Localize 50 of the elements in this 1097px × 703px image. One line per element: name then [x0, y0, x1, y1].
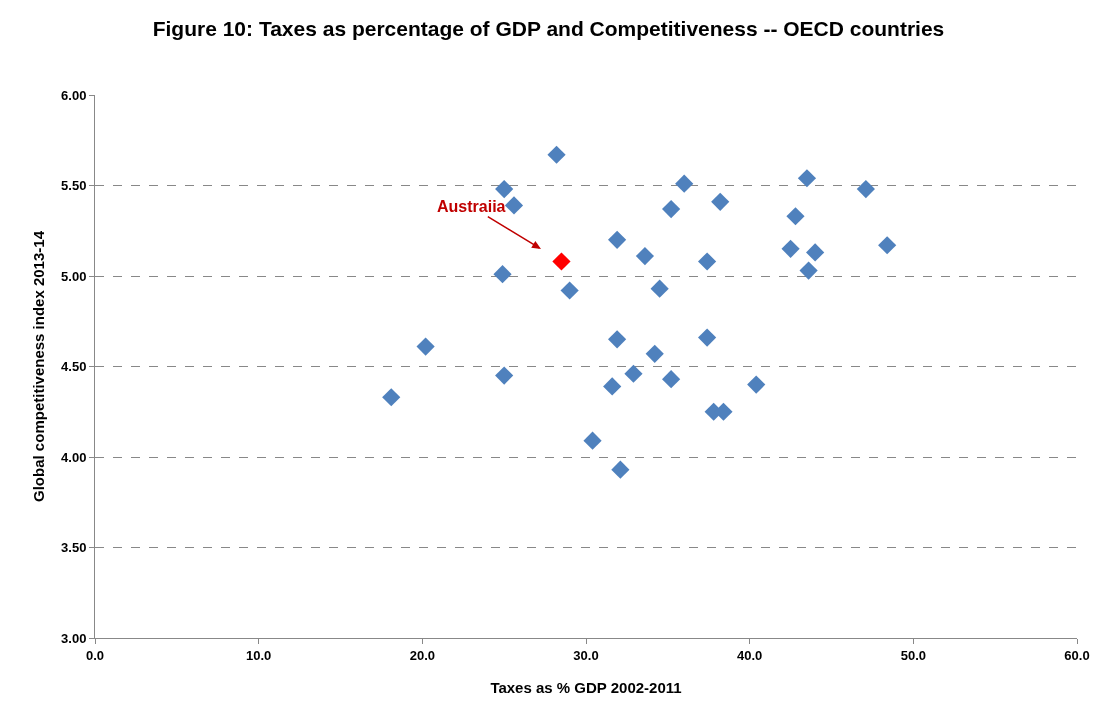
x-tick-label: 10.0: [246, 647, 272, 663]
point: [698, 252, 717, 271]
x-tick-label: 40.0: [737, 647, 763, 663]
y-axis-title: Global competitiveness index 2013-14: [30, 230, 48, 502]
point: [786, 207, 805, 226]
chart-title: Figure 10: Taxes as percentage of GDP and Competitiveness -- OECD countries: [152, 16, 945, 40]
point: [608, 230, 627, 249]
point: [495, 180, 514, 199]
y-tick-label: 4.50: [61, 359, 87, 375]
point: [624, 364, 643, 383]
x-axis-title: Taxes as % GDP 2002-2011: [490, 678, 682, 696]
y-tick-label: 6.00: [61, 87, 87, 103]
y-tick-label: 4.00: [61, 449, 87, 465]
x-tick-label: 50.0: [900, 647, 926, 663]
point: [583, 431, 602, 450]
point: [698, 328, 717, 347]
point: [493, 265, 512, 284]
x-tick-label: 60.0: [1064, 647, 1090, 663]
x-tick-label: 30.0: [573, 647, 599, 663]
point: [799, 261, 818, 280]
point: [747, 375, 766, 394]
point: [608, 330, 627, 349]
point: [552, 252, 571, 271]
x-tick-label: 20.0: [409, 647, 435, 663]
point: [495, 366, 514, 385]
point: [547, 145, 566, 164]
point: [711, 192, 730, 211]
y-tick-label: 5.50: [61, 178, 87, 194]
point: [856, 180, 875, 199]
point: [416, 337, 435, 356]
point: [560, 281, 579, 300]
point: [806, 243, 825, 262]
point: [878, 236, 897, 255]
y-tick-label: 3.00: [61, 630, 87, 646]
point: [781, 239, 800, 258]
point: [662, 370, 681, 389]
point: [645, 344, 664, 363]
y-tick-label: 5.00: [61, 268, 87, 284]
point: [675, 174, 694, 193]
point: [662, 199, 681, 219]
point: [504, 196, 524, 215]
x-tick-label: 0.0: [85, 647, 105, 663]
point: [797, 169, 817, 188]
point: [650, 279, 669, 298]
point: [611, 460, 630, 479]
point: [635, 246, 655, 266]
annotation: Austraiia: [437, 198, 506, 215]
y-tick-label: 3.50: [61, 540, 87, 556]
point: [382, 388, 401, 407]
point: [603, 377, 622, 396]
